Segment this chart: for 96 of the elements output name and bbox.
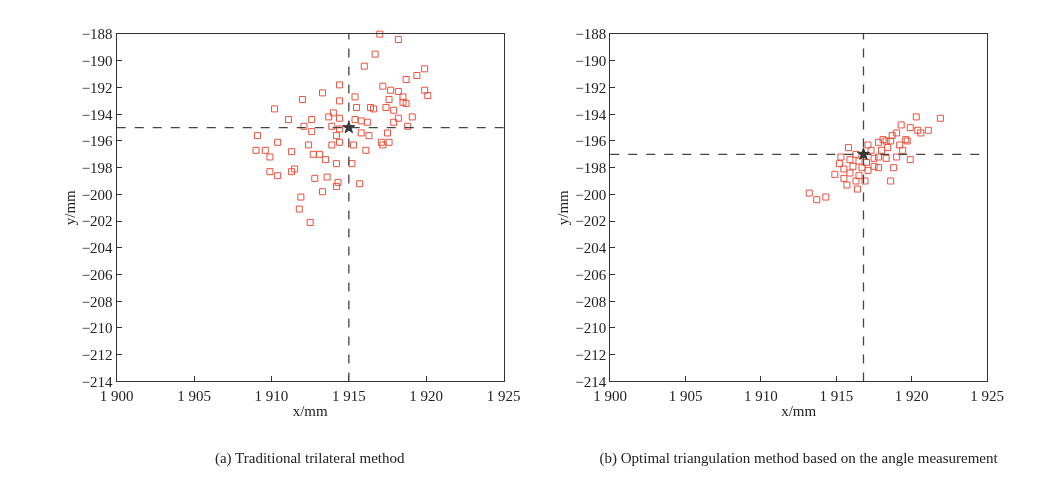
point bbox=[875, 153, 883, 161]
point bbox=[896, 141, 904, 149]
x-tick-label: 1 925 bbox=[970, 387, 1004, 404]
x-tick-label: 1 925 bbox=[486, 387, 521, 404]
point bbox=[890, 164, 898, 172]
y-tick-label: −188 bbox=[81, 26, 113, 43]
y-tick-label: −204 bbox=[81, 240, 114, 257]
point bbox=[837, 153, 845, 161]
y-tick-label: −190 bbox=[575, 53, 607, 70]
point bbox=[852, 150, 860, 158]
point bbox=[846, 156, 854, 164]
y-tick-label: −206 bbox=[81, 266, 114, 283]
y-tick-label: −206 bbox=[575, 266, 607, 283]
y-tick-label: −196 bbox=[575, 133, 607, 150]
y-tick-label: −214 bbox=[81, 373, 114, 390]
x-axis-title: x/mm bbox=[292, 402, 328, 419]
y-tick-label: −210 bbox=[575, 320, 607, 337]
y-tick-label: −202 bbox=[81, 213, 113, 230]
y-tick-label: −204 bbox=[575, 240, 607, 257]
point bbox=[897, 121, 905, 129]
point bbox=[867, 146, 875, 154]
point bbox=[858, 164, 866, 172]
x-tick-label: 1 900 bbox=[99, 387, 134, 404]
y-tick-label: −194 bbox=[575, 106, 607, 123]
x-tick-label: 1 920 bbox=[894, 387, 929, 404]
point bbox=[813, 196, 821, 204]
y-tick-label: −200 bbox=[81, 186, 113, 203]
y-tick-label: −192 bbox=[81, 79, 113, 96]
point bbox=[831, 170, 839, 178]
x-tick-label: 1 915 bbox=[331, 387, 366, 404]
point bbox=[882, 154, 890, 162]
point bbox=[864, 141, 872, 149]
point bbox=[852, 177, 860, 185]
y-tick-label: −198 bbox=[81, 159, 113, 176]
point bbox=[805, 189, 813, 197]
x-tick-label: 1 915 bbox=[819, 387, 854, 404]
y-tick-label: −200 bbox=[575, 186, 607, 203]
point bbox=[878, 146, 886, 154]
y-tick-label: −208 bbox=[81, 293, 113, 310]
y-tick-label: −202 bbox=[575, 213, 607, 230]
x-axis-title: x/mm bbox=[781, 402, 817, 419]
y-tick-label: −212 bbox=[575, 346, 607, 363]
y-tick-label: −212 bbox=[81, 346, 113, 363]
point bbox=[853, 185, 861, 193]
x-tick-label: 1 900 bbox=[593, 387, 628, 404]
y-tick-label: −210 bbox=[81, 320, 113, 337]
y-tick-label: −196 bbox=[81, 133, 114, 150]
y-tick-label: −198 bbox=[575, 159, 607, 176]
point bbox=[840, 165, 848, 173]
point bbox=[899, 146, 907, 154]
point bbox=[863, 158, 871, 166]
y-tick-label: −192 bbox=[575, 79, 607, 96]
x-tick-label: 1 910 bbox=[744, 387, 778, 404]
point bbox=[912, 113, 920, 121]
y-axis-title: y/mm bbox=[555, 189, 572, 226]
x-tick-label: 1 910 bbox=[254, 387, 289, 404]
point bbox=[843, 181, 851, 189]
x-tick-label: 1 905 bbox=[668, 387, 703, 404]
point bbox=[822, 193, 830, 201]
point bbox=[917, 129, 925, 137]
point bbox=[840, 174, 848, 182]
point bbox=[861, 177, 869, 185]
point bbox=[884, 144, 892, 152]
point bbox=[906, 124, 914, 132]
point bbox=[870, 162, 878, 170]
point bbox=[882, 137, 890, 145]
y-tick-label: −188 bbox=[575, 26, 607, 43]
text: (a) Traditional trilateral method bbox=[214, 450, 406, 467]
point bbox=[855, 172, 863, 180]
point bbox=[893, 129, 901, 137]
point bbox=[855, 157, 863, 165]
x-tick-label: 1 920 bbox=[409, 387, 444, 404]
point bbox=[914, 126, 922, 134]
point bbox=[879, 136, 887, 144]
y-axis-title: y/mm bbox=[61, 189, 78, 226]
point bbox=[875, 138, 883, 146]
point bbox=[924, 126, 932, 134]
point bbox=[875, 164, 883, 172]
x-tick-label: 1 905 bbox=[177, 387, 211, 404]
y-tick-label: −208 bbox=[575, 293, 607, 310]
y-tick-label: −194 bbox=[81, 106, 114, 123]
point bbox=[906, 156, 914, 164]
point bbox=[887, 177, 895, 185]
point bbox=[846, 169, 854, 177]
point bbox=[844, 144, 852, 152]
text: (b) Optimal triangulation method based on the angle measurement bbox=[599, 450, 999, 467]
point bbox=[870, 154, 878, 162]
point bbox=[835, 160, 843, 168]
point bbox=[888, 132, 896, 140]
y-tick-label: −214 bbox=[575, 373, 607, 390]
point bbox=[864, 166, 872, 174]
y-tick-label: −190 bbox=[81, 53, 113, 70]
point bbox=[887, 137, 895, 145]
point bbox=[849, 162, 857, 170]
point bbox=[893, 153, 901, 161]
point bbox=[936, 114, 944, 122]
